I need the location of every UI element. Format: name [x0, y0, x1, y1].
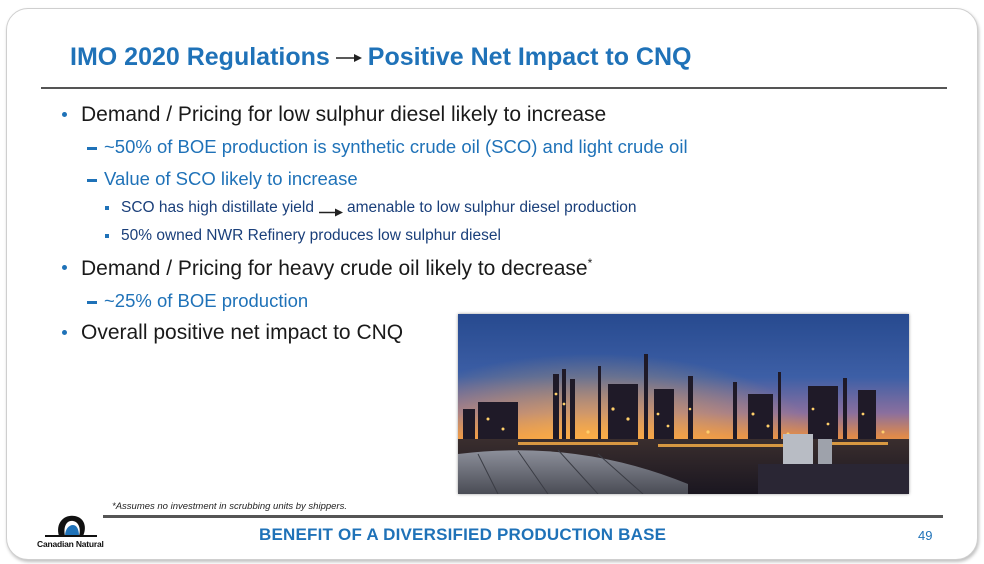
bullet-level-1: Demand / Pricing for low sulphur diesel …	[62, 103, 606, 127]
right-arrow-icon	[319, 204, 343, 216]
footnote: *Assumes no investment in scrubbing unit…	[112, 501, 347, 512]
footer-divider	[103, 515, 943, 518]
bullet-dash-icon	[87, 147, 97, 150]
bullet-level-2: Value of SCO likely to increase	[87, 168, 358, 190]
bullet-square-icon	[105, 206, 109, 210]
logo-text: Canadian Natural	[37, 539, 104, 549]
title-part-2: Positive Net Impact to CNQ	[367, 43, 692, 71]
bullet-level-2: ~50% of BOE production is synthetic crud…	[87, 136, 688, 158]
bullet-level-3: SCO has high distillate yield amenable t…	[105, 199, 637, 217]
bullet-dash-icon	[87, 179, 97, 182]
title-divider	[41, 87, 947, 89]
bullet-level-1: Overall positive net impact to CNQ	[62, 321, 403, 345]
title-part-1: IMO 2020 Regulations	[70, 43, 330, 71]
bullet-square-icon	[105, 234, 109, 238]
right-arrow-icon	[335, 53, 362, 63]
bullet-dash-icon	[87, 301, 97, 304]
refinery-photo	[458, 314, 909, 494]
bullet-dot-icon	[62, 112, 67, 117]
bullet-level-2: ~25% of BOE production	[87, 290, 308, 312]
canadian-natural-logo-icon	[35, 512, 107, 552]
bullet-dot-icon	[62, 265, 67, 270]
bullet-dot-icon	[62, 330, 67, 335]
slide: IMO 2020 Regulations Positive Net Impact…	[6, 8, 978, 560]
bullet-level-1: Demand / Pricing for heavy crude oil lik…	[62, 256, 592, 281]
bullet-level-3: 50% owned NWR Refinery produces low sulp…	[105, 227, 501, 245]
footer-tagline: BENEFIT OF A DIVERSIFIED PRODUCTION BASE	[259, 525, 667, 544]
page-number: 49	[918, 528, 933, 543]
slide-title: IMO 2020 Regulations Positive Net Impact…	[70, 43, 691, 72]
